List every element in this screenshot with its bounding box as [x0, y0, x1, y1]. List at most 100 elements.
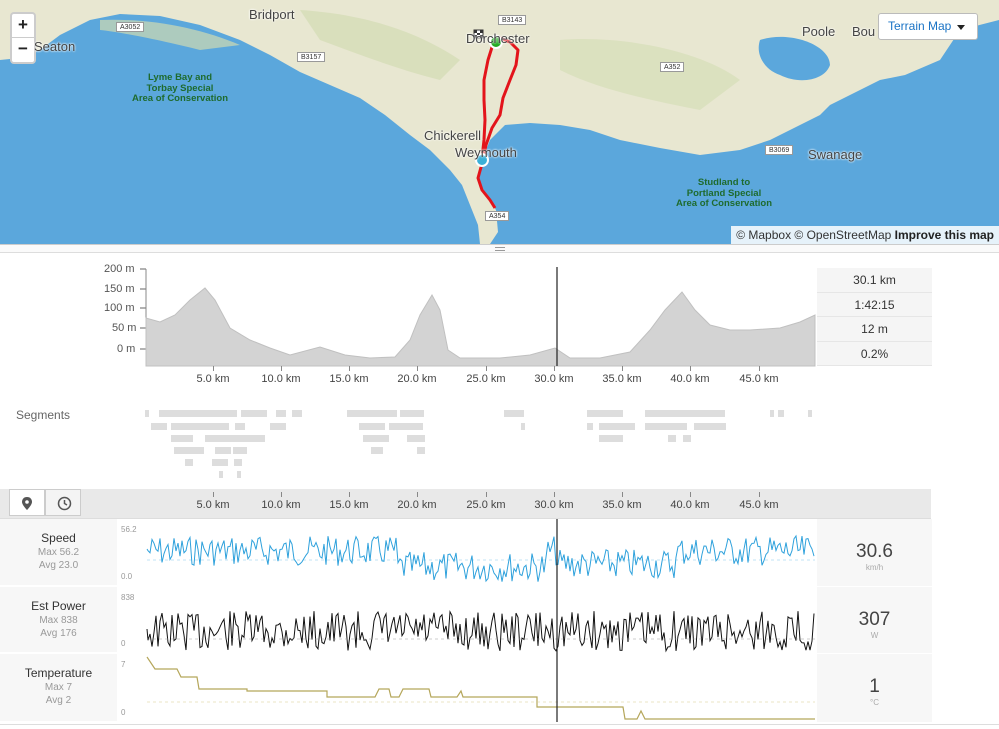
- elevation-km-label: 30.0 km: [534, 373, 574, 385]
- stream-value-1: 307 W: [817, 587, 932, 653]
- streams-toolbar: [0, 489, 931, 519]
- stream-km-tick: [554, 492, 555, 497]
- stream-km-label: 25.0 km: [466, 499, 506, 511]
- segment-bar[interactable]: [145, 410, 149, 417]
- segment-bar[interactable]: [292, 410, 302, 417]
- tab-time[interactable]: [45, 489, 81, 516]
- stream-name: Est Power: [31, 599, 86, 613]
- stream-value-0: 30.6 km/h: [817, 519, 932, 586]
- segment-bar[interactable]: [599, 435, 623, 442]
- segment-bar[interactable]: [668, 435, 676, 442]
- segment-bar[interactable]: [645, 423, 687, 430]
- stream-avg: Avg 176: [40, 628, 77, 639]
- segment-bar[interactable]: [276, 410, 286, 417]
- segment-bar[interactable]: [174, 447, 204, 454]
- stream-km-tick: [759, 492, 760, 497]
- segment-bar[interactable]: [185, 459, 193, 466]
- stream-km-label: 20.0 km: [397, 499, 437, 511]
- elevation-km-tick: [486, 366, 487, 371]
- segment-bar[interactable]: [359, 423, 385, 430]
- route-map[interactable]: + − Bridport Seaton Dorchester Poole Bou…: [0, 0, 999, 244]
- stream-max: Max 838: [39, 615, 78, 626]
- segment-bar[interactable]: [363, 435, 389, 442]
- stat-elevation: 12 m: [817, 317, 932, 342]
- segment-bar[interactable]: [770, 410, 774, 417]
- segment-bar[interactable]: [417, 447, 425, 454]
- stream-km-tick: [281, 492, 282, 497]
- map-resize-handle[interactable]: [0, 244, 999, 253]
- segment-bar[interactable]: [389, 423, 395, 430]
- segment-bar[interactable]: [521, 423, 525, 430]
- stream-max: Max 7: [44, 682, 73, 693]
- segment-bar[interactable]: [371, 447, 383, 454]
- streams-svg[interactable]: [117, 519, 817, 722]
- segment-bar[interactable]: [400, 410, 424, 417]
- segment-bar[interactable]: [270, 423, 286, 430]
- segment-bar[interactable]: [347, 410, 397, 417]
- elev-y-label: 200 m: [104, 263, 135, 275]
- stream-unit: W: [870, 631, 879, 640]
- stream-km-label: 15.0 km: [329, 499, 369, 511]
- position-marker: [475, 153, 489, 167]
- zoom-control[interactable]: + −: [10, 12, 36, 64]
- elev-y-label: 150 m: [104, 283, 135, 295]
- segment-bar[interactable]: [219, 471, 223, 478]
- segment-bar[interactable]: [234, 459, 242, 466]
- elevation-km-tick: [417, 366, 418, 371]
- elevation-km-tick: [554, 366, 555, 371]
- place-bridport: Bridport: [249, 7, 295, 22]
- elevation-km-label: 25.0 km: [466, 373, 506, 385]
- stat-grade: 0.2%: [817, 341, 932, 366]
- segment-bar[interactable]: [395, 423, 423, 430]
- power-series: [146, 609, 815, 653]
- stream-unit: °C: [870, 698, 879, 707]
- segment-bar[interactable]: [587, 410, 623, 417]
- place-dorchester: Dorchester: [466, 31, 530, 46]
- stream-ymax: 838: [121, 593, 135, 602]
- segment-bar[interactable]: [233, 447, 247, 454]
- elevation-svg: [140, 267, 816, 367]
- segment-bar[interactable]: [645, 410, 725, 417]
- segment-bar[interactable]: [808, 410, 812, 417]
- segment-bar[interactable]: [159, 410, 237, 417]
- attribution-text[interactable]: © Mapbox © OpenStreetMap: [736, 228, 892, 242]
- elev-y-label: 50 m: [112, 322, 137, 334]
- elev-y-label: 100 m: [104, 302, 135, 314]
- segment-bar[interactable]: [778, 410, 784, 417]
- stream-ymax: 56.2: [121, 525, 137, 534]
- segment-bar[interactable]: [587, 423, 593, 430]
- stream-current-value: 1: [869, 676, 880, 697]
- segment-bar[interactable]: [683, 435, 691, 442]
- stream-ymax: 7: [121, 660, 126, 669]
- stream-km-tick: [486, 492, 487, 497]
- segment-bar[interactable]: [215, 447, 231, 454]
- segment-bar[interactable]: [407, 435, 425, 442]
- place-chickerell: Chickerell: [424, 128, 482, 143]
- elevation-km-label: 5.0 km: [196, 373, 230, 385]
- segment-bar[interactable]: [171, 435, 193, 442]
- place-swanage: Swanage: [808, 147, 863, 162]
- segment-bar[interactable]: [151, 423, 167, 430]
- segment-bar[interactable]: [504, 410, 524, 417]
- start-marker: [489, 35, 503, 49]
- route-line: [476, 36, 520, 209]
- elevation-stats: 30.1 km 1:42:15 12 m 0.2%: [817, 268, 932, 366]
- segment-bar[interactable]: [205, 435, 265, 442]
- segment-bar[interactable]: [694, 423, 726, 430]
- stream-km-tick: [690, 492, 691, 497]
- road-label: B3143: [498, 15, 527, 25]
- stream-label-0: Speed Max 56.2 Avg 23.0: [0, 519, 117, 586]
- segment-bar[interactable]: [241, 410, 267, 417]
- segment-bar[interactable]: [212, 459, 228, 466]
- map-type-dropdown[interactable]: Terrain Map: [878, 13, 978, 40]
- segment-bar[interactable]: [171, 423, 229, 430]
- elevation-km-label: 35.0 km: [602, 373, 642, 385]
- segment-bar[interactable]: [237, 471, 241, 478]
- segment-bar[interactable]: [235, 423, 245, 430]
- zoom-out-button[interactable]: −: [18, 39, 28, 58]
- tab-distance[interactable]: [9, 489, 45, 516]
- elevation-km-tick: [213, 366, 214, 371]
- segment-bar[interactable]: [599, 423, 635, 430]
- improve-map-link[interactable]: Improve this map: [894, 228, 994, 242]
- zoom-in-button[interactable]: +: [12, 14, 34, 38]
